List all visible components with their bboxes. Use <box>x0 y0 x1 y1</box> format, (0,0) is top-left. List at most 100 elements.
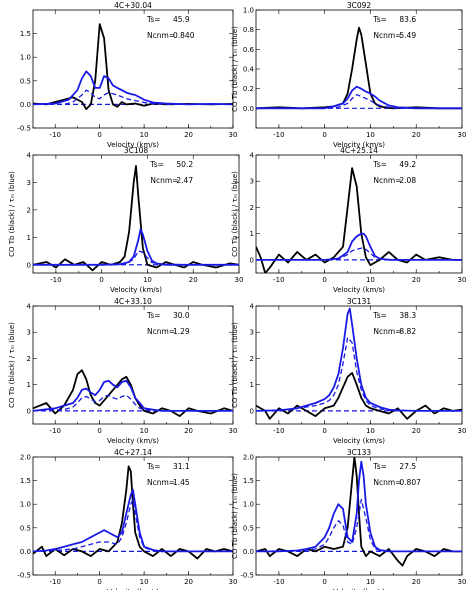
panel-6: -10 0 10 20 30 0 1 2 3 4 3C131 Velocity (km/s) CO Tb… <box>231 297 466 445</box>
x-tick-label: 0 <box>322 276 326 284</box>
x-axis-label: Velocity (km/s) <box>107 437 159 445</box>
series-line-2 <box>33 70 233 106</box>
y-tick-label: 0 <box>250 256 254 264</box>
y-tick-label: 2 <box>250 204 254 212</box>
y-tick-label: -0.5 <box>17 572 31 580</box>
x-tick-label: -10 <box>50 131 61 139</box>
y-tick-label: 1.5 <box>20 30 31 38</box>
x-tick-label: 30 <box>229 131 238 139</box>
series-line-3 <box>33 89 233 106</box>
x-axis-label: Velocity (km/s) <box>333 286 385 294</box>
y-tick-label: 1.0 <box>20 501 31 509</box>
panel-title: 3C133 <box>347 448 372 457</box>
plot-frame <box>255 456 463 576</box>
x-tick-label: 0 <box>322 131 326 139</box>
y-tick-label: 0.0 <box>20 101 31 109</box>
ncnm-label: Ncnm= <box>147 327 175 336</box>
y-tick-label: -0.5 <box>240 572 254 580</box>
plot-frame <box>32 456 234 576</box>
plot-frame <box>255 154 463 274</box>
plot-frame <box>255 305 463 425</box>
x-tick-label: -10 <box>50 276 61 284</box>
ts-label: Ts= <box>372 160 387 169</box>
x-tick-label: 20 <box>184 427 193 435</box>
series-line-2 <box>256 232 462 261</box>
y-tick-label: 0.0 <box>20 548 31 556</box>
x-tick-label: 20 <box>412 131 421 139</box>
ncnm-value: 0.807 <box>399 478 421 487</box>
series-line-3 <box>256 93 462 109</box>
y-tick-label: 0 <box>250 407 254 415</box>
series-line-3 <box>33 250 239 266</box>
plot-frame <box>32 154 240 274</box>
y-axis-label: CO Tb (black) / τₘ (blue) <box>8 171 16 257</box>
y-tick-label: 1.5 <box>20 477 31 485</box>
x-tick-label: -10 <box>50 427 61 435</box>
y-tick-label: 0 <box>27 261 31 269</box>
x-tick-label: 30 <box>458 427 467 435</box>
y-tick-label: 1 <box>250 230 254 238</box>
panel-title: 4C+33.10 <box>114 297 152 306</box>
series-line-3 <box>256 336 462 412</box>
series-line-2 <box>33 379 233 412</box>
x-tick-label: -10 <box>273 578 284 586</box>
x-tick-label: 30 <box>458 578 467 586</box>
ncnm-label: Ncnm= <box>150 176 178 185</box>
ncnm-label: Ncnm= <box>373 478 401 487</box>
y-tick-label: 0.5 <box>243 524 254 532</box>
x-tick-label: 10 <box>140 131 149 139</box>
series-group <box>33 23 233 110</box>
y-tick-label: -0.5 <box>17 125 31 133</box>
series-line-2 <box>33 489 233 553</box>
panel-2: -10 0 10 20 30 0.0 0.2 0.4 0.6 0.8 1.0 3C092 Velocit… <box>231 1 466 149</box>
ts-label: Ts= <box>146 311 161 320</box>
series-group <box>33 465 233 560</box>
plot-frame <box>32 305 234 425</box>
ts-label: Ts= <box>372 15 387 24</box>
x-tick-label: 0 <box>322 427 326 435</box>
x-tick-label: 10 <box>140 427 149 435</box>
x-tick-label: 0 <box>97 427 101 435</box>
ts-value: 45.9 <box>173 15 190 24</box>
panel-3: -10 0 10 20 30 0 1 2 3 4 3C108 Velocity (km/s) CO Tb… <box>8 146 243 294</box>
y-tick-label: 2 <box>27 206 31 214</box>
x-axis-label: Velocity (km/s) <box>107 588 159 590</box>
y-tick-label: 1.0 <box>243 7 254 15</box>
ts-value: 31.1 <box>173 462 190 471</box>
series-line-1 <box>33 369 233 418</box>
y-tick-label: 1 <box>250 381 254 389</box>
y-tick-label: 0.4 <box>243 66 255 74</box>
series-line-3 <box>33 394 233 412</box>
x-axis-label: Velocity (km/s) <box>333 141 385 149</box>
ncnm-value: 2.08 <box>399 176 416 185</box>
ncnm-value: 1.29 <box>173 327 190 336</box>
ts-value: 38.3 <box>399 311 416 320</box>
y-tick-label: 3 <box>27 329 31 337</box>
y-tick-label: 0.2 <box>243 85 254 93</box>
y-tick-label: 1 <box>27 234 31 242</box>
y-tick-label: 0.8 <box>243 26 254 34</box>
x-tick-label: 30 <box>235 276 244 284</box>
y-tick-label: 2.0 <box>20 454 31 462</box>
y-axis-label: CO Tb (black) / τₘ (blue) <box>231 171 239 257</box>
x-axis-label: Velocity (km/s) <box>110 286 162 294</box>
ncnm-label: Ncnm= <box>373 31 401 40</box>
x-tick-label: 10 <box>143 276 152 284</box>
y-tick-label: 2.0 <box>243 454 254 462</box>
series-line-1 <box>256 167 462 273</box>
y-tick-label: 0.0 <box>243 105 254 113</box>
series-line-2 <box>256 85 462 110</box>
panel-5: -10 0 10 20 30 0 1 2 3 4 4C+33.10 Velocity (km/s) CO… <box>8 297 237 445</box>
y-tick-label: 2 <box>27 355 31 363</box>
ncnm-value: 8.82 <box>399 327 416 336</box>
ncnm-value: 1.45 <box>173 478 190 487</box>
series-line-3 <box>33 498 233 553</box>
panel-8: -100102030-0.50.00.51.01.52.03C133Veloci… <box>231 448 466 590</box>
panel-title: 4C+27.14 <box>114 448 152 457</box>
x-tick-label: 30 <box>229 427 238 435</box>
series-group <box>33 369 233 418</box>
y-tick-label: 3 <box>250 329 254 337</box>
y-tick-label: 0.5 <box>20 77 31 85</box>
y-tick-label: 1.5 <box>243 477 254 485</box>
